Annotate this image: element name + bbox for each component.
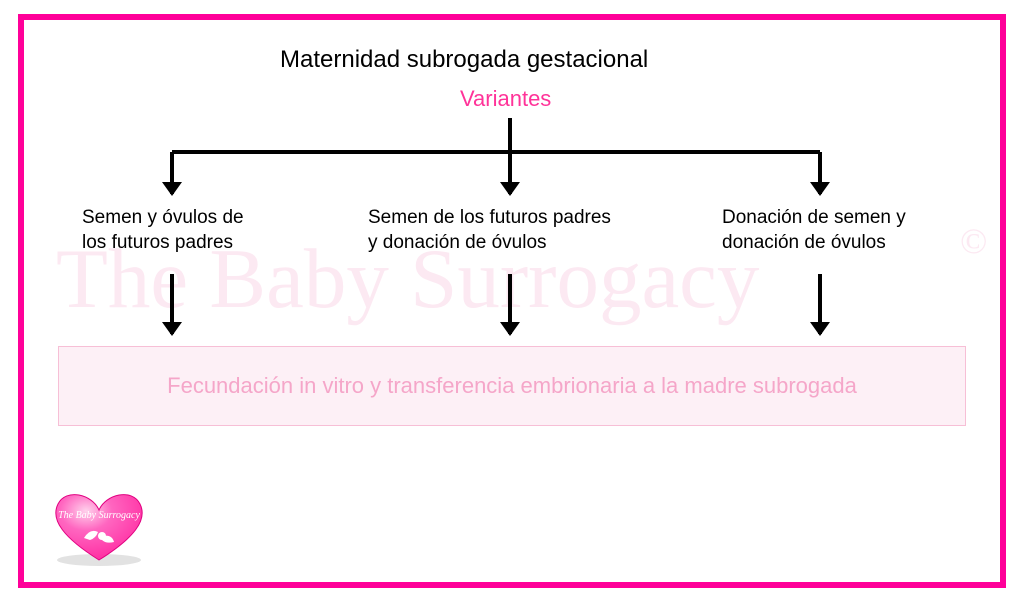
- title-main: Maternidad subrogada gestacional: [280, 46, 648, 74]
- result-box: Fecundación in vitro y transferencia emb…: [58, 346, 966, 426]
- variant-line: Semen y óvulos de: [82, 206, 342, 231]
- logo-heart: The Baby Surrogacy: [44, 490, 154, 568]
- variant-line: Semen de los futuros padres: [368, 206, 688, 231]
- variant-label-1: Semen de los futuros padresy donación de…: [368, 206, 688, 255]
- title-subtitle: Variantes: [460, 86, 551, 112]
- heart-icon: The Baby Surrogacy: [44, 490, 154, 568]
- variant-line: Donación de semen y: [722, 206, 982, 231]
- variant-line: donación de óvulos: [722, 231, 982, 256]
- variant-label-0: Semen y óvulos delos futuros padres: [82, 206, 342, 255]
- variant-line: y donación de óvulos: [368, 231, 688, 256]
- variant-label-2: Donación de semen ydonación de óvulos: [722, 206, 982, 255]
- logo-text: The Baby Surrogacy: [58, 510, 140, 521]
- variant-line: los futuros padres: [82, 231, 342, 256]
- result-text: Fecundación in vitro y transferencia emb…: [167, 373, 857, 399]
